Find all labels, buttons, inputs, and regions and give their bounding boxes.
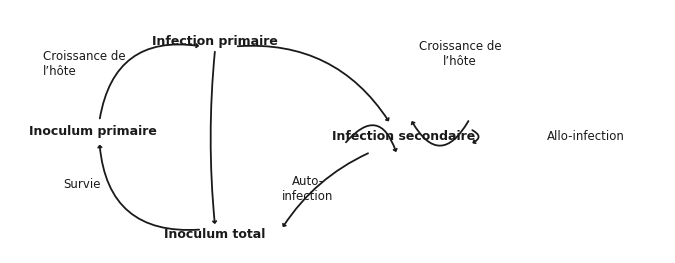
FancyArrowPatch shape — [100, 44, 198, 118]
Text: Croissance de
l’hôte: Croissance de l’hôte — [43, 50, 126, 78]
Text: Auto-
infection: Auto- infection — [282, 175, 333, 204]
FancyArrowPatch shape — [472, 130, 479, 143]
FancyArrowPatch shape — [283, 153, 368, 226]
FancyArrowPatch shape — [412, 121, 468, 146]
Text: Inoculum total: Inoculum total — [165, 228, 266, 241]
Text: Infection primaire: Infection primaire — [152, 35, 278, 48]
FancyArrowPatch shape — [211, 52, 216, 223]
Text: Survie: Survie — [63, 178, 101, 191]
Text: Croissance de
l’hôte: Croissance de l’hôte — [418, 40, 502, 68]
FancyArrowPatch shape — [346, 125, 397, 151]
Text: Inoculum primaire: Inoculum primaire — [29, 125, 157, 138]
Text: Infection secondaire: Infection secondaire — [332, 130, 475, 143]
Text: Allo-infection: Allo-infection — [547, 130, 624, 143]
FancyArrowPatch shape — [98, 146, 199, 230]
FancyArrowPatch shape — [238, 46, 389, 120]
